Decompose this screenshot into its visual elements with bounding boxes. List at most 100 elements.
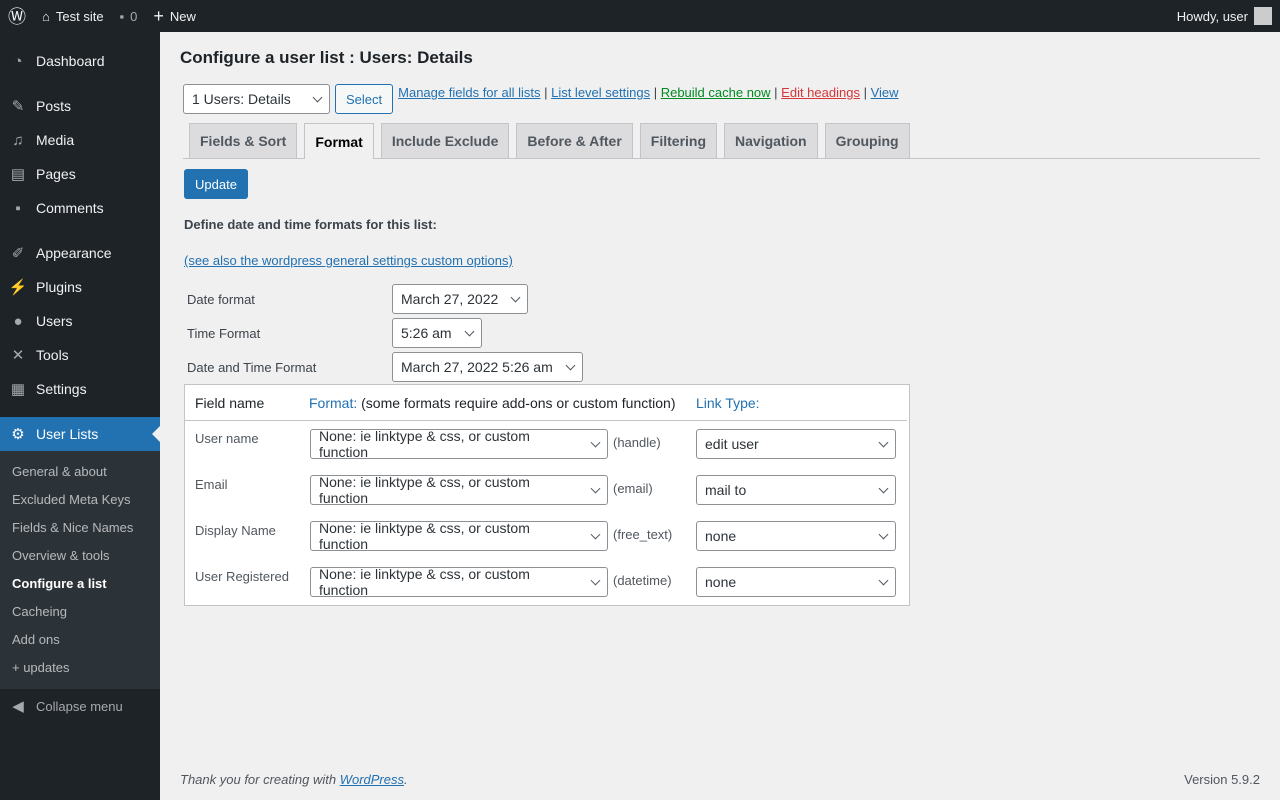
menu-label: Plugins xyxy=(36,279,82,295)
new-label: New xyxy=(169,8,196,24)
date-format-select[interactable]: March 27, 2022 xyxy=(392,284,529,314)
menu-label: Tools xyxy=(36,347,69,363)
table-row: Email None: ie linktype & css, or custom… xyxy=(185,467,909,513)
new-link[interactable]: + New xyxy=(145,0,204,32)
pin-icon: ✎ xyxy=(11,98,25,115)
menu-label: Pages xyxy=(36,166,76,182)
field-type: (handle) xyxy=(613,435,661,450)
manage-fields-link[interactable]: Manage fields for all lists xyxy=(398,85,541,100)
menu-dashboard[interactable]: ◔ Dashboard xyxy=(0,44,160,78)
footer-thanks: Thank you for creating with xyxy=(180,772,340,787)
link-type-select[interactable]: mail to xyxy=(696,475,896,505)
field-format-table: Field name Format: (some formats require… xyxy=(184,384,910,606)
format-select[interactable]: None: ie linktype & css, or custom funct… xyxy=(310,520,608,552)
menu-media[interactable]: ♫ Media xyxy=(0,123,160,157)
date-format-table: Date format March 27, 2022 Time Format 5:2… xyxy=(184,282,586,384)
menu-comments[interactable]: ▪ Comments xyxy=(0,191,160,225)
tab-navigation[interactable]: Navigation xyxy=(724,123,818,158)
version-text: Version 5.9.2 xyxy=(1184,772,1260,787)
menu-pages[interactable]: ▤ Pages xyxy=(0,157,160,191)
field-type: (free_text) xyxy=(613,527,673,542)
menu-settings[interactable]: ▦ Settings xyxy=(0,372,160,406)
submenu-updates[interactable]: + updates xyxy=(12,660,70,675)
field-name: Display Name xyxy=(195,523,276,538)
menu-label: Settings xyxy=(36,381,87,397)
submenu-fields[interactable]: Fields & Nice Names xyxy=(12,520,134,535)
submenu-configure[interactable]: Configure a list xyxy=(12,576,107,591)
submenu-excluded-meta[interactable]: Excluded Meta Keys xyxy=(12,492,131,507)
general-settings-link[interactable]: (see also the wordpress general settings… xyxy=(184,253,513,268)
datetime-format-label: Date and Time Format xyxy=(187,359,317,375)
header-link-type: Link Type: xyxy=(696,394,760,411)
format-select[interactable]: None: ie linktype & css, or custom funct… xyxy=(310,428,608,460)
collapse-icon: ◀ xyxy=(12,698,24,715)
tab-fields-sort[interactable]: Fields & Sort xyxy=(189,123,298,158)
settings-icon: ▦ xyxy=(10,381,26,398)
avatar xyxy=(1254,7,1272,25)
wordpress-link[interactable]: WordPress xyxy=(339,772,404,787)
wordpress-logo-icon[interactable]: Ⓦ xyxy=(8,7,26,27)
tab-format[interactable]: Format xyxy=(304,123,374,159)
site-link[interactable]: ⌂ Test site xyxy=(34,0,112,32)
header-format: Format: xyxy=(309,394,358,411)
plugin-icon: ⚡ xyxy=(8,279,28,296)
media-icon: ♫ xyxy=(12,131,24,149)
collapse-label: Collapse menu xyxy=(36,698,123,714)
tab-before-after[interactable]: Before & After xyxy=(516,123,633,158)
date-format-label: Date format xyxy=(187,291,255,307)
menu-user-lists[interactable]: ⚙ User Lists xyxy=(0,417,160,451)
tab-include-exclude[interactable]: Include Exclude xyxy=(380,123,510,158)
link-type-select[interactable]: edit user xyxy=(696,429,896,459)
comment-icon: ▪ xyxy=(15,199,21,217)
user-menu[interactable]: Howdy, user xyxy=(1177,7,1280,25)
update-button[interactable]: Update xyxy=(184,169,248,199)
menu-appearance[interactable]: ✐ Appearance xyxy=(0,236,160,270)
wrench-icon: ✕ xyxy=(11,347,25,364)
comments-link[interactable]: ▪ 0 xyxy=(112,0,146,32)
menu-posts[interactable]: ✎ Posts xyxy=(0,89,160,123)
comment-count: 0 xyxy=(130,8,138,24)
field-type: (email) xyxy=(613,481,653,496)
home-icon: ⌂ xyxy=(42,8,50,24)
rebuild-cache-link[interactable]: Rebuild cache now xyxy=(660,85,771,100)
table-row: User Registered None: ie linktype & css,… xyxy=(185,559,909,605)
menu-label: Dashboard xyxy=(36,53,105,69)
pages-icon: ▤ xyxy=(10,166,26,183)
tab-grouping[interactable]: Grouping xyxy=(824,123,910,158)
menu-tools[interactable]: ✕ Tools xyxy=(0,338,160,372)
submenu-cacheing[interactable]: Cacheing xyxy=(12,604,67,619)
submenu-addons[interactable]: Add ons xyxy=(12,632,60,647)
list-level-settings-link[interactable]: List level settings xyxy=(551,85,651,100)
menu-plugins[interactable]: ⚡ Plugins xyxy=(0,270,160,304)
user-icon: ● xyxy=(13,312,23,330)
menu-label: Comments xyxy=(36,200,104,216)
format-select[interactable]: None: ie linktype & css, or custom funct… xyxy=(310,566,608,598)
list-select[interactable]: 1 Users: Details xyxy=(183,84,330,114)
submenu-overview[interactable]: Overview & tools xyxy=(12,548,110,563)
link-type-select[interactable]: none xyxy=(696,567,896,597)
field-name: Email xyxy=(195,477,228,492)
main-content: Configure a user list : Users: Details 1… xyxy=(180,32,1260,606)
tab-filtering[interactable]: Filtering xyxy=(639,123,718,158)
menu-label: User Lists xyxy=(36,426,99,442)
dashboard-icon: ◔ xyxy=(13,52,23,70)
datetime-format-select[interactable]: March 27, 2022 5:26 am xyxy=(392,352,583,382)
menu-label: Users xyxy=(36,313,73,329)
view-link[interactable]: View xyxy=(870,85,899,100)
submenu-general[interactable]: General & about xyxy=(12,464,107,479)
submenu: General & about Excluded Meta Keys Field… xyxy=(0,451,160,689)
sidebar: ◔ Dashboard ✎ Posts ♫ Media ▤ Pages ▪ Comment… xyxy=(0,32,160,800)
collapse-menu[interactable]: ◀ Collapse menu xyxy=(0,689,160,723)
table-row: Display Name None: ie linktype & css, or… xyxy=(185,513,909,559)
time-format-label: Time Format xyxy=(187,325,261,341)
link-type-select[interactable]: none xyxy=(696,521,896,551)
menu-label: Appearance xyxy=(36,245,112,261)
page-title: Configure a user list : Users: Details xyxy=(180,48,473,67)
format-select[interactable]: None: ie linktype & css, or custom funct… xyxy=(310,474,608,506)
time-format-select[interactable]: 5:26 am xyxy=(392,318,482,348)
table-row: User name None: ie linktype & css, or cu… xyxy=(185,421,909,467)
header-field-name: Field name xyxy=(195,394,265,411)
select-button[interactable]: Select xyxy=(335,84,394,114)
edit-headings-link[interactable]: Edit headings xyxy=(781,85,860,100)
menu-users[interactable]: ● Users xyxy=(0,304,160,338)
